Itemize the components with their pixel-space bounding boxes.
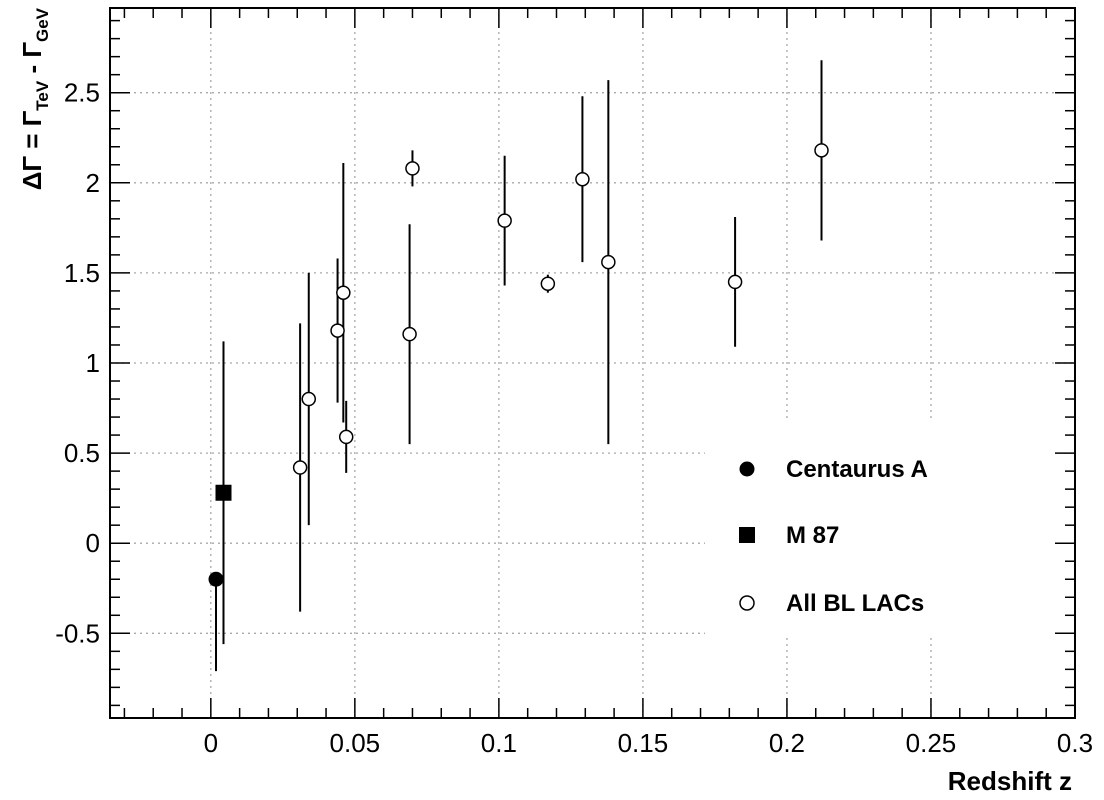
y-axis-title-sub2: GeV	[33, 7, 52, 42]
y-axis-title-mid: - Γ	[17, 42, 47, 81]
y-axis-title-sub1: TeV	[33, 80, 52, 111]
x-tick-label: 0.15	[618, 728, 669, 758]
data-point-bl-lac	[575, 171, 590, 187]
y-axis-title: ΔΓ = ΓTeV - ΓGeV	[17, 7, 52, 190]
x-tick-label: 0.05	[330, 728, 381, 758]
data-point-bl-lac	[338, 429, 354, 445]
y-tick-label: 1	[86, 348, 100, 378]
y-tick-label: 2.5	[64, 78, 100, 108]
legend-marker-filled-circle	[739, 461, 755, 477]
y-tick-label: 2	[86, 168, 100, 198]
data-layer	[208, 60, 829, 672]
x-tick-label: 0.3	[1057, 728, 1093, 758]
data-point-bl-lac	[402, 326, 417, 342]
axes: 0 0.05 0.1 0.15 0.2 0.25 0.3 -0.5 0 0.5 1 1.5 2 2.5	[55, 7, 1093, 758]
legend-marker-open-circle	[739, 595, 755, 611]
x-tick-label: 0.2	[769, 728, 805, 758]
y-axis-title-main: ΔΓ = Γ	[17, 110, 47, 190]
data-point-bl-lac	[336, 285, 351, 300]
legend-label: All BL LACs	[786, 590, 924, 617]
data-point-m87	[215, 484, 232, 501]
legend-box	[705, 418, 1065, 638]
x-tick-label: 0.1	[481, 728, 517, 758]
data-point-bl-lac	[330, 323, 345, 338]
legend-marker-filled-square	[739, 527, 755, 543]
y-tick-label: 1.5	[64, 258, 100, 288]
data-point-bl-lac	[405, 161, 420, 176]
data-point-bl-lac	[301, 391, 317, 407]
legend-label: M 87	[786, 522, 839, 549]
x-tick-label: 0	[204, 728, 218, 758]
legend-label: Centaurus A	[786, 456, 928, 483]
data-point-bl-lac	[814, 143, 829, 158]
x-tick-label: 0.25	[906, 728, 957, 758]
legend: Centaurus A M 87 All BL LACs	[705, 418, 1065, 638]
data-point-bl-lac	[497, 213, 512, 228]
data-point-bl-lac	[292, 460, 308, 475]
data-point-centaurus-a	[208, 571, 224, 587]
y-tick-label: 0.5	[64, 438, 100, 468]
data-point-bl-lac	[727, 274, 743, 290]
x-axis-title: Redshift z	[948, 766, 1072, 796]
data-point-bl-lac	[540, 276, 556, 291]
y-tick-label: -0.5	[55, 618, 100, 648]
data-point-bl-lac	[601, 254, 616, 270]
y-tick-label: 0	[86, 528, 100, 558]
